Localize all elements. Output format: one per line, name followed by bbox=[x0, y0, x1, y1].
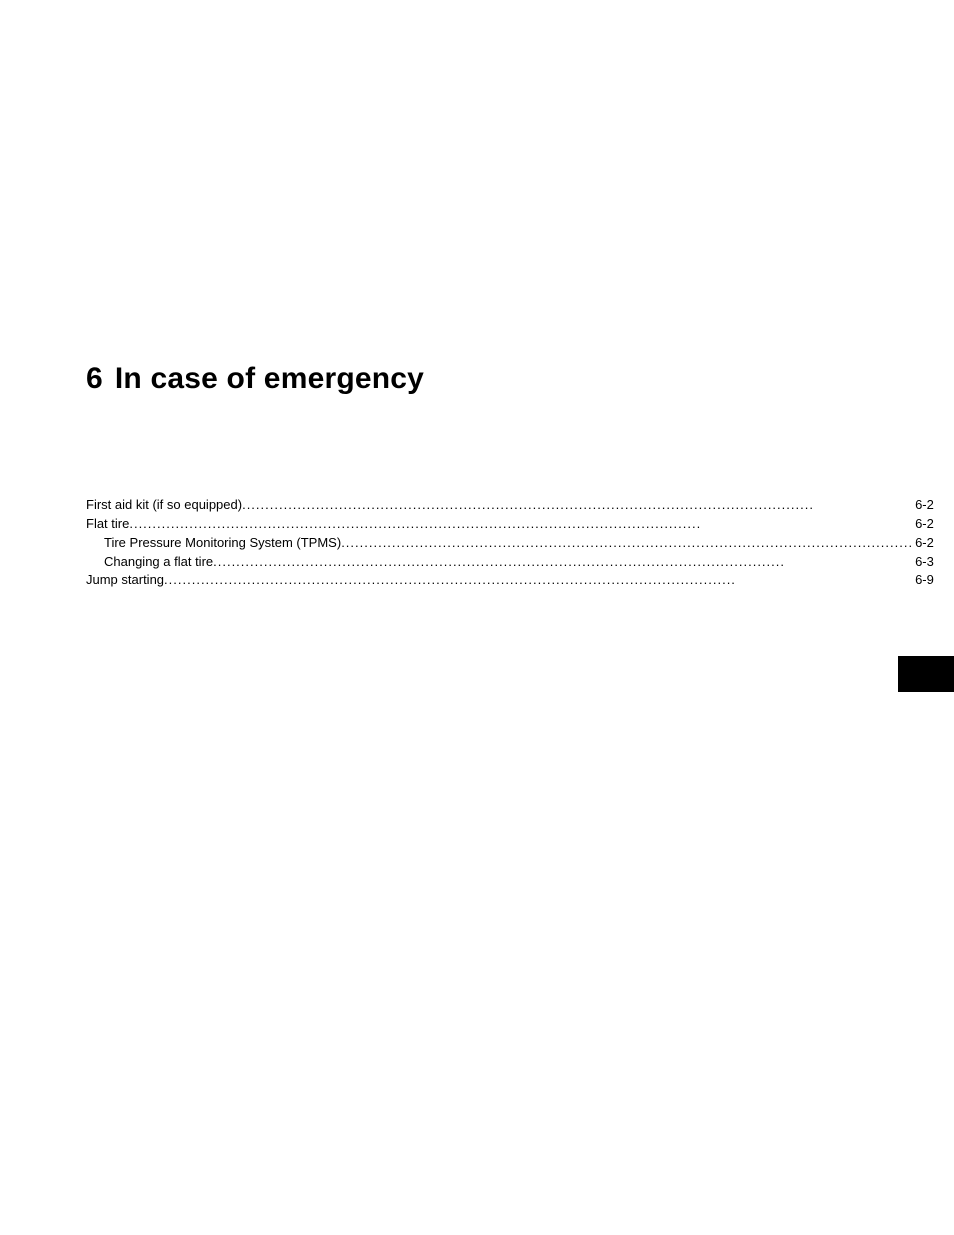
toc-entry: Changing a flat tire 6-3 bbox=[86, 553, 934, 572]
toc-page: 6-2 bbox=[913, 534, 934, 553]
section-thumb-tab bbox=[898, 656, 954, 692]
toc-page: 6-2 bbox=[913, 496, 934, 515]
toc-left-column: First aid kit (if so equipped) 6-2 Flat … bbox=[86, 496, 934, 590]
toc-entry: Jump starting 6-9 bbox=[86, 571, 934, 590]
page: 6 In case of emergency First aid kit (if … bbox=[0, 0, 954, 1235]
toc-page: 6-9 bbox=[913, 571, 934, 590]
chapter-heading: 6 In case of emergency bbox=[86, 362, 424, 396]
toc-label: Jump starting bbox=[86, 571, 164, 590]
chapter-number: 6 bbox=[86, 362, 103, 395]
chapter-title: In case of emergency bbox=[115, 362, 424, 395]
toc-label: Changing a flat tire bbox=[104, 553, 213, 572]
toc-leader-dots bbox=[164, 571, 913, 590]
toc-entry: Tire Pressure Monitoring System (TPMS) 6… bbox=[86, 534, 934, 553]
toc-page: 6-2 bbox=[913, 515, 934, 534]
table-of-contents: First aid kit (if so equipped) 6-2 Flat … bbox=[86, 496, 868, 590]
toc-label: Flat tire bbox=[86, 515, 129, 534]
toc-label: Tire Pressure Monitoring System (TPMS) bbox=[104, 534, 341, 553]
toc-leader-dots bbox=[213, 553, 913, 572]
toc-page: 6-3 bbox=[913, 553, 934, 572]
toc-leader-dots bbox=[242, 496, 913, 515]
toc-entry: First aid kit (if so equipped) 6-2 bbox=[86, 496, 934, 515]
toc-leader-dots bbox=[341, 534, 913, 553]
toc-leader-dots bbox=[129, 515, 913, 534]
toc-label: First aid kit (if so equipped) bbox=[86, 496, 242, 515]
toc-entry: Flat tire 6-2 bbox=[86, 515, 934, 534]
